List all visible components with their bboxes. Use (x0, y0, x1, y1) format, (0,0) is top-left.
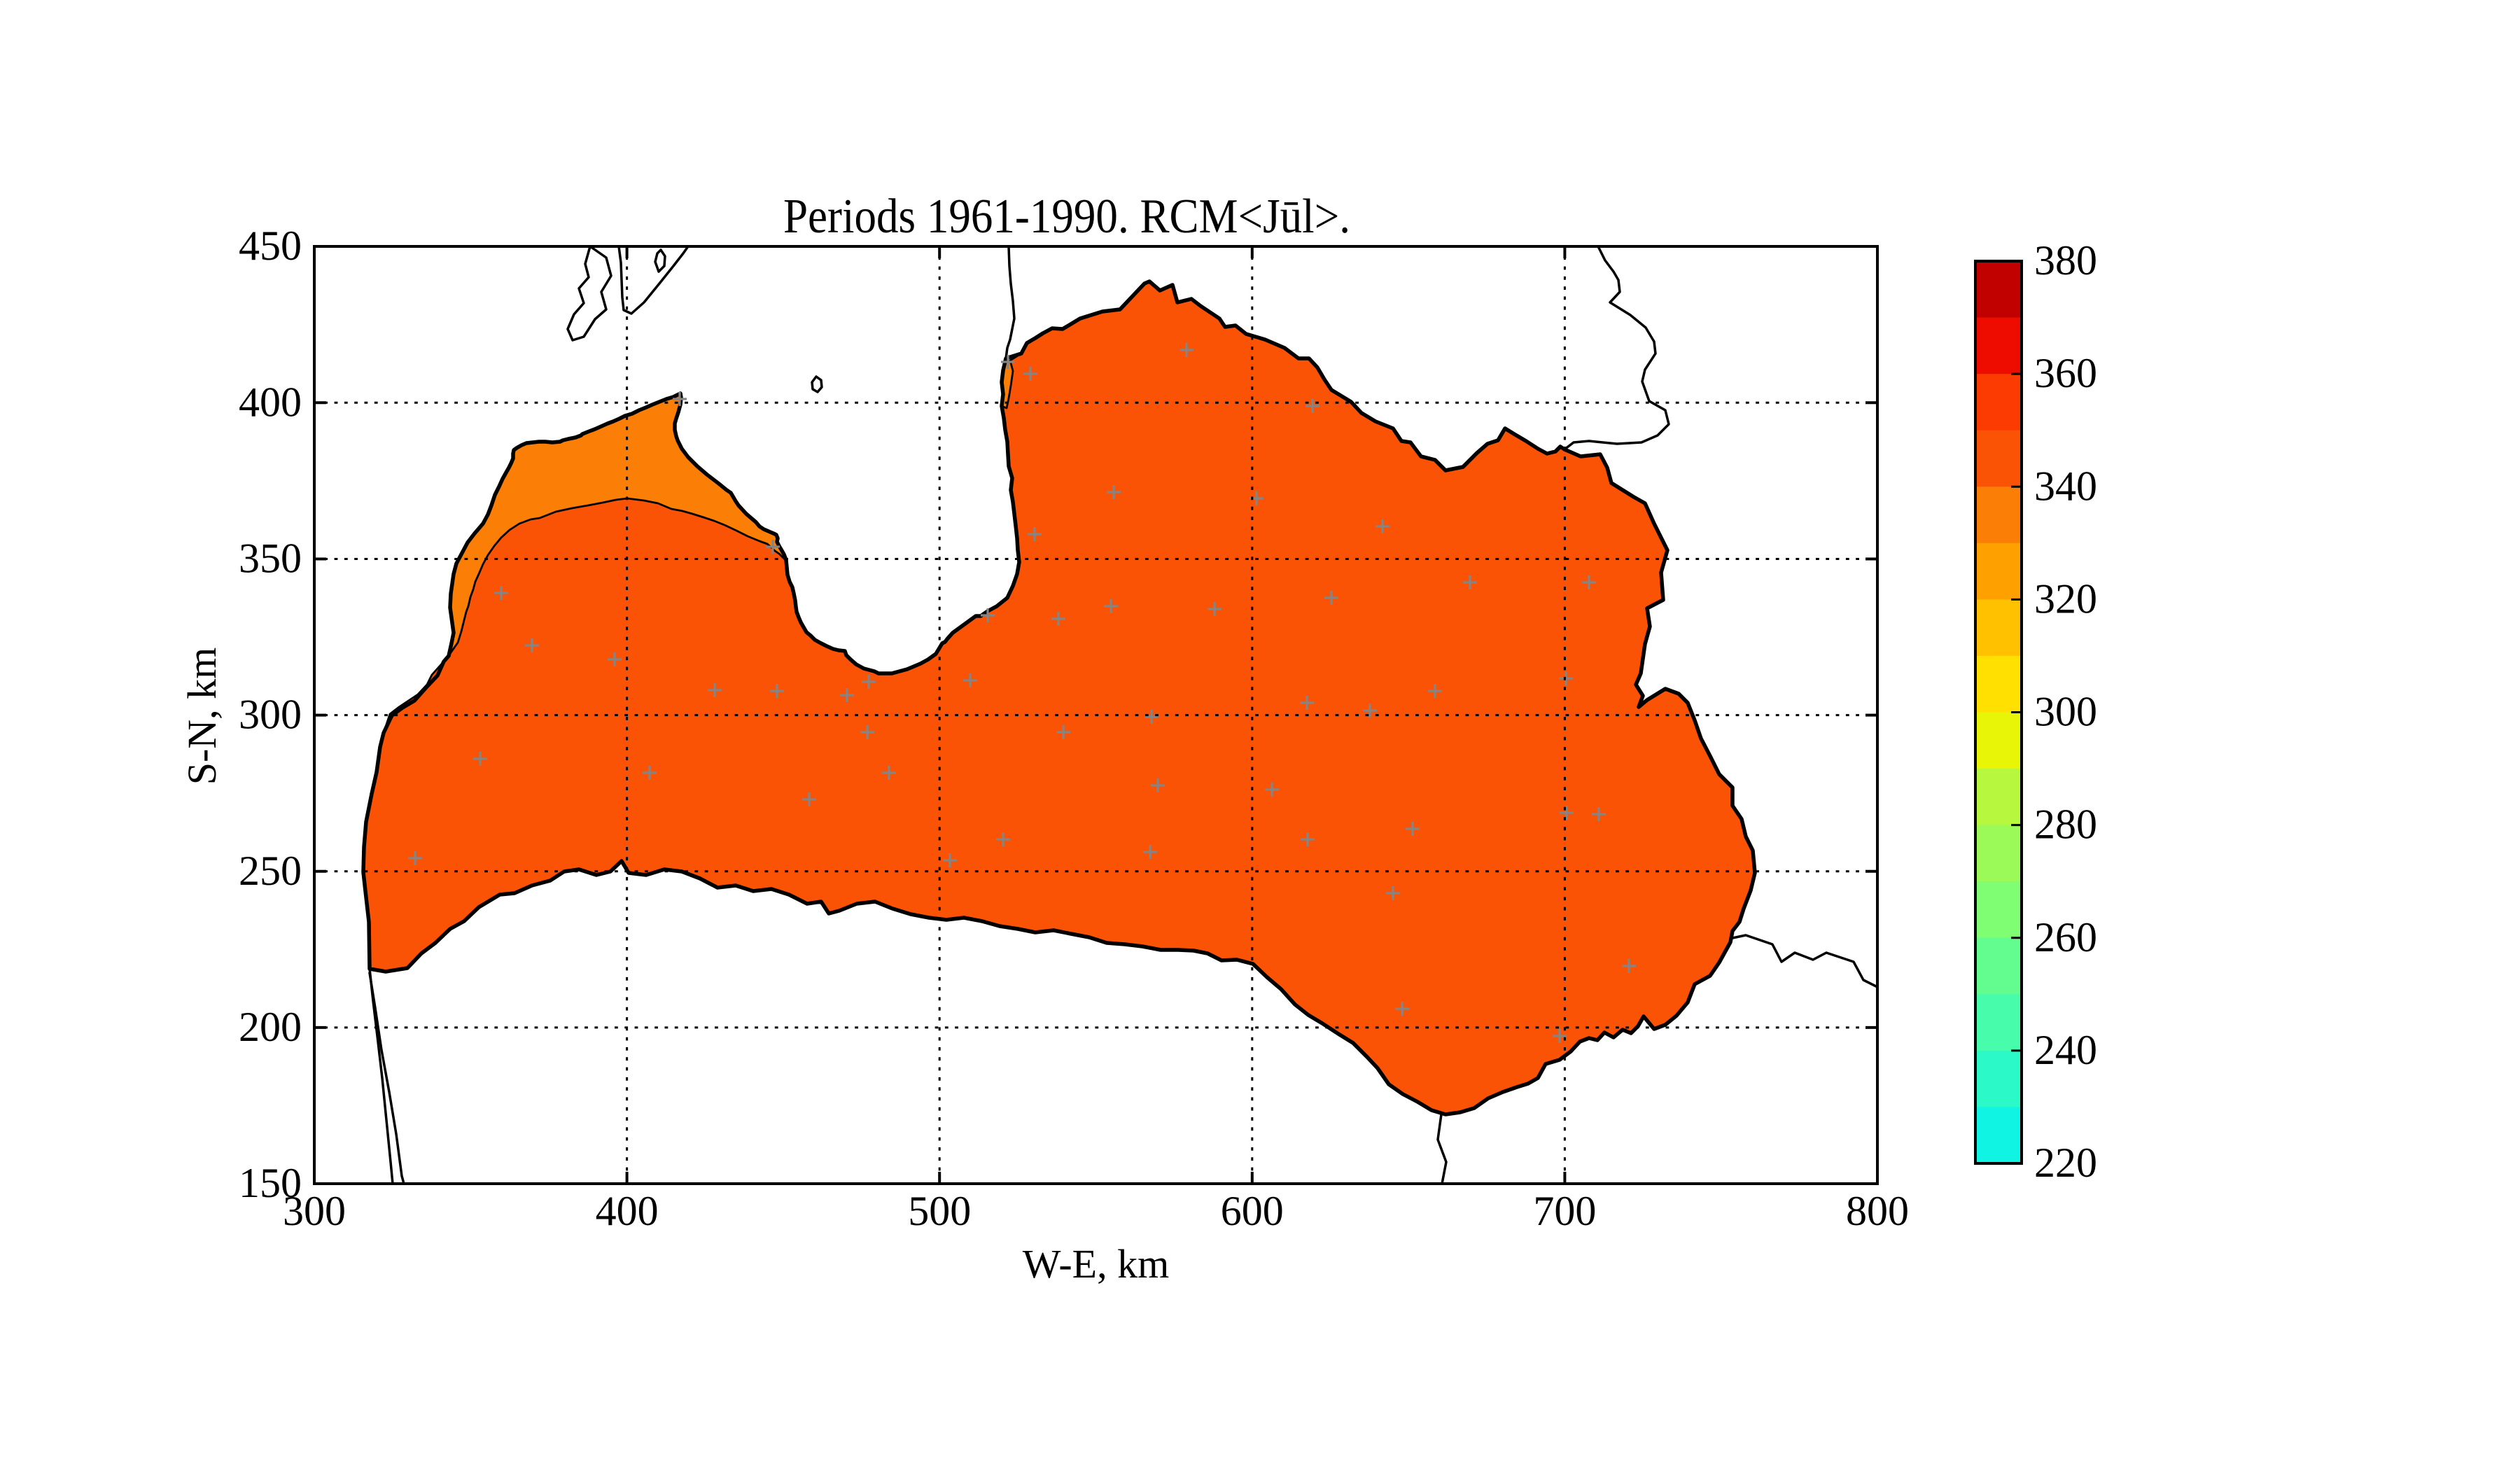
svg-text:800: 800 (1846, 1188, 1909, 1234)
svg-text:250: 250 (239, 848, 302, 894)
svg-text:380: 380 (2034, 237, 2097, 284)
svg-text:450: 450 (239, 223, 302, 269)
svg-text:600: 600 (1221, 1188, 1284, 1234)
svg-text:280: 280 (2034, 802, 2097, 848)
svg-text:W-E, km: W-E, km (1023, 1241, 1169, 1287)
svg-text:340: 340 (2034, 463, 2097, 509)
svg-text:260: 260 (2034, 914, 2097, 960)
svg-text:350: 350 (239, 536, 302, 582)
svg-text:500: 500 (908, 1188, 971, 1234)
svg-text:400: 400 (596, 1188, 659, 1234)
svg-text:400: 400 (239, 379, 302, 425)
svg-text:220: 220 (2034, 1140, 2097, 1186)
svg-text:240: 240 (2034, 1027, 2097, 1073)
svg-text:300: 300 (2034, 689, 2097, 735)
svg-text:320: 320 (2034, 575, 2097, 622)
svg-text:360: 360 (2034, 350, 2097, 396)
svg-text:150: 150 (239, 1160, 302, 1206)
svg-text:700: 700 (1533, 1188, 1596, 1234)
svg-text:300: 300 (283, 1188, 346, 1234)
svg-text:200: 200 (239, 1004, 302, 1050)
svg-text:300: 300 (239, 692, 302, 738)
svg-text:S-N, km: S-N, km (179, 648, 225, 785)
svg-text:Periods 1961-1990. RCM<Jūl>.: Periods 1961-1990. RCM<Jūl>. (783, 190, 1350, 244)
